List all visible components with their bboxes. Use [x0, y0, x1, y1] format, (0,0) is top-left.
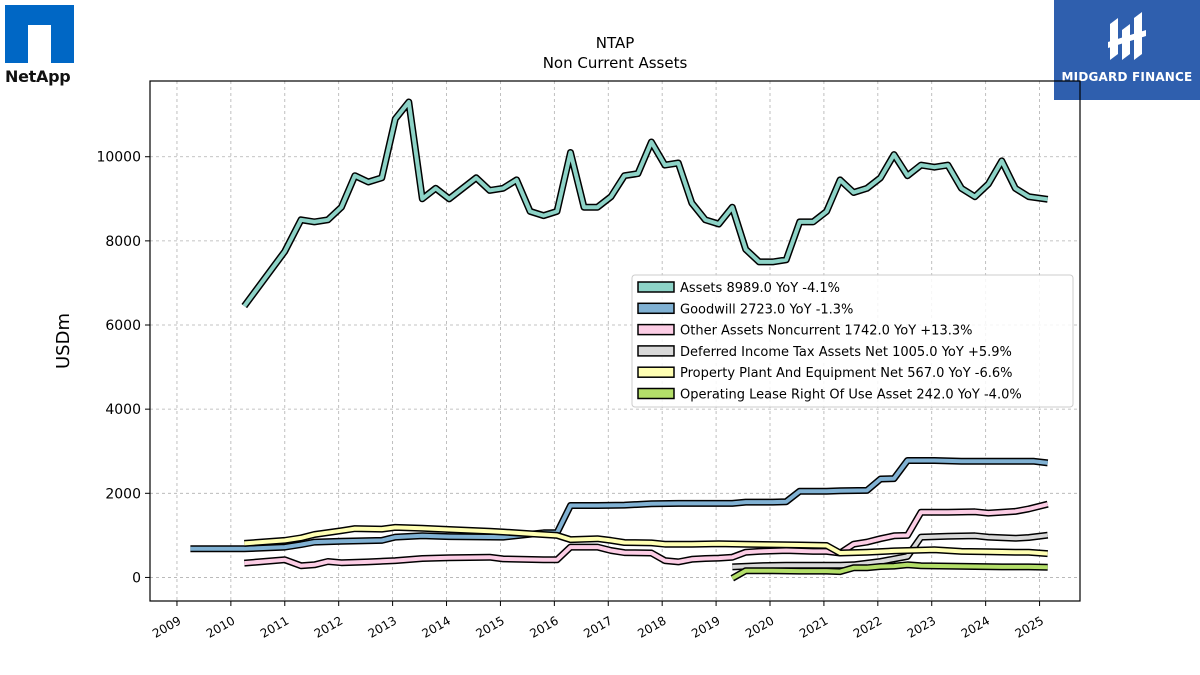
x-tick-label: 2025 [1013, 613, 1046, 640]
chart-subtitle: Non Current Assets [543, 54, 688, 72]
netapp-logo-mark [5, 5, 74, 63]
legend-entry: Assets 8989.0 YoY -4.1% [680, 281, 840, 296]
x-tick-label: 2012 [312, 613, 345, 640]
series-line-operating-lease-right-of-use-asset [731, 562, 1048, 581]
legend-swatch [637, 323, 675, 336]
x-tick-label: 2014 [420, 613, 453, 640]
x-tick-label: 2019 [689, 613, 722, 640]
legend-swatch [637, 366, 675, 378]
y-axis-label: USDm [53, 313, 74, 369]
midgard-finance-logo: MIDGARD FINANCE [1054, 0, 1200, 100]
y-tick-label: 4000 [105, 402, 141, 418]
chart-title: NTAP [596, 34, 635, 52]
y-tick-label: 8000 [105, 234, 141, 250]
x-tick-label: 2022 [851, 613, 884, 640]
legend-entry: Goodwill 2723.0 YoY -1.3% [680, 302, 853, 317]
y-tick-label: 10000 [96, 150, 141, 166]
x-axis: 2009 2010 2011 2012 2013 2014 2015 2016 2017 2018… [150, 601, 1046, 641]
x-tick-label: 2024 [959, 613, 992, 640]
series-line-assets [242, 100, 1048, 308]
x-tick-label: 2013 [366, 613, 399, 640]
x-tick-label: 2020 [743, 613, 776, 640]
series-line-goodwill [190, 458, 1048, 551]
series-line-property-plant-and-equipment-net [244, 525, 1048, 556]
legend-swatch [637, 345, 675, 357]
legend-entry: Other Assets Noncurrent 1742.0 YoY +13.3… [680, 324, 972, 339]
y-axis: 0 2000 4000 6000 8000 10000 [96, 150, 150, 586]
legend-swatch [637, 387, 675, 400]
midgard-logo-text: MIDGARD FINANCE [1061, 70, 1193, 84]
series-lines [190, 98, 1049, 582]
x-tick-label: 2015 [473, 613, 506, 640]
y-tick-label: 6000 [105, 318, 141, 334]
legend-box [631, 274, 1074, 408]
x-tick-label: 2017 [581, 613, 614, 640]
netapp-logo-text: NetApp [5, 67, 71, 86]
series-line-other-assets-noncurrent [244, 502, 1049, 568]
x-tick-label: 2023 [905, 613, 938, 640]
y-tick-label: 2000 [105, 486, 141, 502]
legend-swatch [637, 302, 675, 315]
x-tick-label: 2016 [527, 613, 560, 640]
midgard-emblem-icon [1108, 12, 1146, 60]
plot-frame [149, 80, 1081, 602]
x-tick-label: 2009 [150, 613, 183, 640]
legend-entry: Operating Lease Right Of Use Asset 242.0… [680, 388, 1022, 403]
y-tick-label: 0 [132, 570, 141, 586]
x-tick-label: 2011 [258, 613, 291, 640]
x-tick-label: 2021 [797, 613, 830, 640]
x-tick-label: 2010 [204, 613, 237, 640]
legend-swatch [637, 281, 675, 293]
legend-entry: Property Plant And Equipment Net 567.0 Y… [680, 366, 1013, 381]
legend: Assets 8989.0 YoY -4.1% Goodwill 2723.0 Y… [631, 274, 1074, 408]
netapp-logo: NetApp [5, 5, 85, 86]
x-tick-label: 2018 [635, 613, 668, 640]
series-line-deferred-income-tax-assets-net [732, 533, 1048, 569]
legend-entry: Deferred Income Tax Assets Net 1005.0 Yo… [680, 345, 1012, 360]
